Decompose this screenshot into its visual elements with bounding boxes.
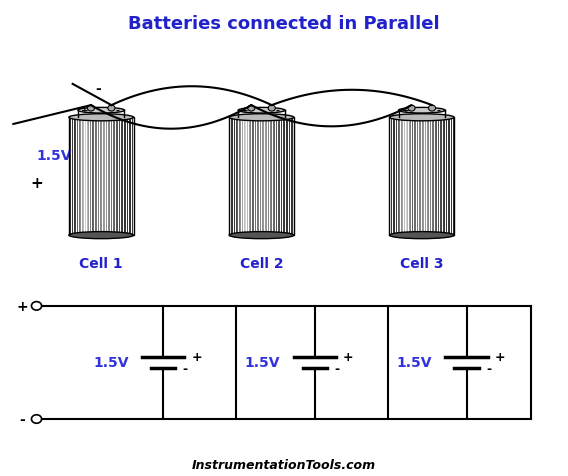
Circle shape	[248, 106, 255, 112]
Circle shape	[428, 106, 436, 112]
Text: -: -	[95, 82, 101, 96]
Text: -: -	[182, 362, 187, 375]
Ellipse shape	[229, 232, 294, 239]
Circle shape	[268, 106, 275, 112]
Text: Cell 2: Cell 2	[240, 257, 283, 271]
Ellipse shape	[69, 115, 133, 121]
Text: 1.5V: 1.5V	[93, 356, 128, 370]
Text: +: +	[495, 350, 506, 363]
Text: +: +	[30, 175, 43, 190]
Text: +: +	[402, 106, 410, 115]
Circle shape	[31, 302, 41, 310]
Text: +: +	[191, 350, 202, 363]
Text: +: +	[241, 106, 249, 115]
Text: Batteries connected in Parallel: Batteries connected in Parallel	[128, 15, 440, 32]
Ellipse shape	[229, 115, 294, 121]
Ellipse shape	[390, 115, 454, 121]
Ellipse shape	[390, 232, 454, 239]
Text: -: -	[19, 412, 26, 426]
Text: 1.5V: 1.5V	[245, 356, 281, 370]
Ellipse shape	[238, 108, 285, 114]
Text: Cell 3: Cell 3	[400, 257, 444, 271]
Text: Cell 1: Cell 1	[80, 257, 123, 271]
Ellipse shape	[78, 108, 124, 114]
Circle shape	[31, 415, 41, 423]
Text: -: -	[486, 362, 491, 375]
Text: -: -	[115, 105, 119, 115]
Text: InstrumentationTools.com: InstrumentationTools.com	[192, 458, 376, 471]
Ellipse shape	[399, 108, 445, 114]
Text: -: -	[334, 362, 339, 375]
Circle shape	[108, 106, 115, 112]
Text: 1.5V: 1.5V	[36, 149, 72, 163]
Text: +: +	[16, 299, 28, 313]
Ellipse shape	[69, 232, 133, 239]
Text: +: +	[81, 106, 89, 115]
Text: -: -	[436, 105, 440, 115]
Circle shape	[87, 106, 94, 112]
Text: -: -	[276, 105, 280, 115]
Text: +: +	[343, 350, 354, 363]
Text: 1.5V: 1.5V	[396, 356, 432, 370]
Circle shape	[408, 106, 415, 112]
